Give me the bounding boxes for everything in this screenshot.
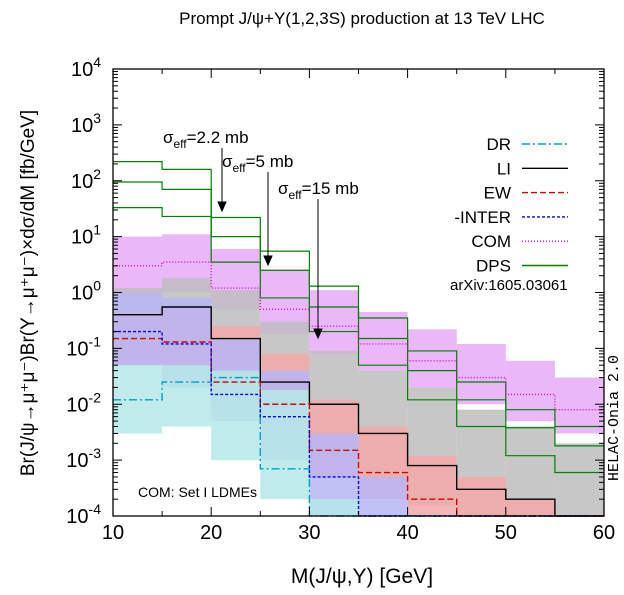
- y-tick-label-1e4: 104: [71, 54, 101, 81]
- x-tick-label-40: 40: [396, 522, 418, 544]
- legend-label-com: COM: [471, 232, 511, 251]
- dr-band-bin-2: [211, 370, 261, 461]
- com-band-bin-0: [113, 236, 163, 293]
- dr-band-bin-0: [113, 365, 163, 434]
- sigma-eff-value-2: =5 mb: [246, 152, 294, 171]
- com-band-bin-9: [554, 377, 604, 434]
- y-tick-label-1e-3: 10-3: [66, 445, 101, 472]
- y-tick-label-1e-2: 10-2: [66, 389, 101, 416]
- x-axis-label: M(J/ψ,Υ) [GeV]: [291, 565, 433, 588]
- dr-band-bin-1: [162, 365, 212, 427]
- y-axis-label: Br(J/ψ→μ⁺μ⁻)Br(Υ→μ⁺μ⁻)×dσ/dM [fb/GeV]: [18, 110, 39, 476]
- y-tick-label-1e-1: 10-1: [66, 333, 101, 360]
- arrowhead-sigma-15: [313, 328, 323, 340]
- y-tick-label-1e1: 101: [71, 222, 101, 249]
- y-tick-label-1e0: 100: [71, 278, 101, 305]
- dps-curve-3: [113, 207, 604, 474]
- ew-curve: [113, 337, 604, 517]
- li-curve: [113, 306, 604, 517]
- legend-label-inter: -INTER: [454, 208, 511, 227]
- x-tick-label-30: 30: [298, 522, 320, 544]
- eff-subscript: eff: [289, 188, 303, 202]
- sigma-eff-15-annotation: σeff=15 mb: [278, 179, 359, 202]
- svg-text:σeff=5 mb: σeff=5 mb: [222, 152, 293, 175]
- eff-subscript: eff: [233, 161, 247, 175]
- dr-curve: [113, 376, 604, 517]
- legend-label-dps: DPS: [476, 257, 511, 276]
- inter-band-bin-0: [113, 292, 163, 366]
- arrowhead-sigma-2.2: [217, 201, 227, 213]
- com-ldme-note: COM: Set I LDMEs: [138, 484, 257, 500]
- sigma-symbol: σ: [222, 152, 233, 171]
- x-tick-label-60: 60: [593, 522, 615, 544]
- y-tick-labels: 10-4 10-3 10-2 10-1 100 101 102 103 104: [66, 54, 101, 528]
- svg-text:σeff=2.2 mb: σeff=2.2 mb: [163, 128, 249, 151]
- com-band-bin-5: [358, 311, 408, 371]
- ew-band-bin-6: [407, 455, 457, 516]
- sigma-eff-2.2-annotation: σeff=2.2 mb: [163, 128, 249, 151]
- arxiv-reference: arXiv:1605.03061: [450, 277, 568, 294]
- eff-subscript: eff: [174, 137, 188, 151]
- svg-text:σeff=15 mb: σeff=15 mb: [278, 179, 359, 202]
- sigma-eff-value-1: =2.2 mb: [187, 128, 249, 147]
- x-tick-labels: 10 20 30 40 50 60: [102, 522, 615, 544]
- sigma-symbol: σ: [278, 179, 289, 198]
- ew-band-bin-7: [456, 476, 506, 516]
- dps-curve-2: [113, 181, 604, 447]
- sigma-symbol: σ: [163, 128, 174, 147]
- com-band-bin-7: [456, 343, 506, 405]
- x-tick-label-50: 50: [495, 522, 517, 544]
- y-tick-label-1e3: 103: [71, 110, 101, 137]
- y-tick-label-1e-4: 10-4: [66, 501, 101, 528]
- annotation-arrows: [217, 148, 323, 340]
- helac-onia-label: HELAC-Onia 2.0: [606, 355, 623, 481]
- legend-label-ew: EW: [484, 184, 511, 203]
- com-band-bin-4: [309, 290, 359, 354]
- axis-ticks: [112, 68, 605, 517]
- inter-band-bin-5: [358, 476, 408, 516]
- x-tick-label-10: 10: [102, 522, 124, 544]
- x-tick-label-20: 20: [200, 522, 222, 544]
- com-band-bin-8: [505, 360, 555, 422]
- y-tick-label-1e2: 102: [71, 166, 101, 193]
- sigma-eff-value-3: =15 mb: [302, 179, 359, 198]
- sigma-eff-5-annotation: σeff=5 mb: [222, 152, 293, 175]
- chart-title: Prompt J/ψ+Υ(1,2,3S) production at 13 Te…: [179, 9, 545, 28]
- arrowhead-sigma-5: [263, 255, 273, 267]
- ew-band-bin-8: [505, 499, 555, 516]
- dr-band-bin-4: [309, 499, 359, 516]
- li-band-bin-9: [554, 443, 604, 516]
- dr-band-bin-3: [260, 389, 310, 500]
- com-band-bin-6: [407, 329, 457, 388]
- legend-label-dr: DR: [486, 135, 511, 154]
- legend: DR LI EW -INTER COM DPS: [454, 135, 568, 276]
- legend-label-li: LI: [497, 159, 511, 178]
